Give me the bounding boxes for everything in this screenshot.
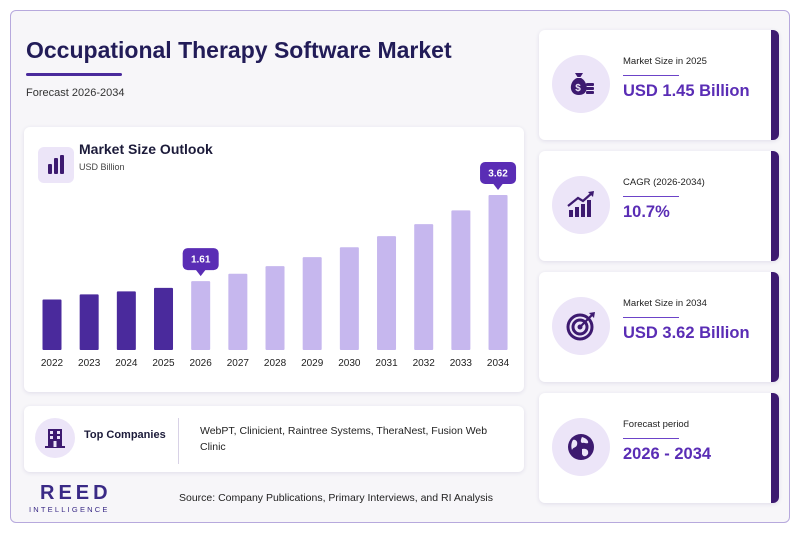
stat-rule: [623, 438, 679, 439]
stat-label: Market Size in 2034: [623, 298, 707, 309]
bar-2033: [451, 210, 471, 350]
stat-label: Forecast period: [623, 419, 690, 430]
bar-2030: [339, 247, 359, 350]
page-title: Occupational Therapy Software Market: [26, 37, 452, 63]
bar-2022: [42, 299, 62, 350]
stat-card-forecast-period: Forecast period 2026 - 2034: [539, 393, 779, 503]
x-tick-label: 2024: [115, 358, 138, 369]
brand-logo-name: REED: [40, 482, 112, 504]
bar-2027: [228, 273, 248, 350]
bar-chart: 2022 2023 2024 2025 2026 1.61 2027 2028 2029 2030…: [41, 162, 517, 369]
brand-logo-tagline: INTELLIGENCE: [29, 505, 110, 514]
stat-rule: [623, 196, 679, 197]
bar-chart-icon: [38, 147, 74, 183]
x-tick-label: 2022: [41, 358, 64, 369]
x-tick-label: 2032: [413, 358, 436, 369]
title-underline: [26, 73, 122, 76]
stat-value: USD 3.62 Billion: [623, 324, 750, 342]
money-bag-icon: $: [552, 55, 610, 113]
x-tick-label: 2028: [264, 358, 287, 369]
stat-label: Market Size in 2025: [623, 56, 707, 67]
page-subtitle: Forecast 2026-2034: [26, 87, 125, 99]
bar-2031: [377, 236, 397, 350]
card-edge: [771, 272, 779, 382]
stat-value: 2026 - 2034: [623, 445, 712, 463]
x-tick-label: 2026: [190, 358, 213, 369]
bar-2032: [414, 224, 434, 350]
x-tick-label: 2029: [301, 358, 324, 369]
bar-2028: [265, 266, 285, 350]
stat-value: 10.7%: [623, 203, 670, 221]
card-edge: [771, 30, 779, 140]
stat-card-market-size-2025: $ Market Size in 2025 USD 1.45 Billion: [539, 30, 779, 140]
stat-card-cagr: CAGR (2026-2034) 10.7%: [539, 151, 779, 261]
stat-label: CAGR (2026-2034): [623, 177, 705, 188]
card-edge: [771, 393, 779, 503]
top-companies-label: Top Companies: [84, 429, 166, 441]
x-tick-label: 2027: [227, 358, 250, 369]
x-tick-label: 2030: [338, 358, 361, 369]
growth-chart-icon: [552, 176, 610, 234]
stat-rule: [623, 75, 679, 76]
top-companies-list: WebPT, Clinicient, Raintree Systems, The…: [200, 425, 488, 453]
bar-2024: [116, 291, 136, 350]
svg-text:$: $: [575, 83, 581, 94]
bar-2026: [191, 281, 211, 350]
stat-rule: [623, 317, 679, 318]
x-tick-label: 2034: [487, 358, 510, 369]
top-companies-card: [24, 406, 524, 472]
data-label-2034: 3.62: [480, 162, 517, 190]
divider: [178, 418, 179, 464]
stat-card-market-size-2034: Market Size in 2034 USD 3.62 Billion: [539, 272, 779, 382]
chart-unit: USD Billion: [79, 162, 125, 172]
bar-2029: [302, 257, 322, 350]
svg-text:3.62: 3.62: [488, 169, 508, 180]
card-edge: [771, 151, 779, 261]
bar-2025: [154, 287, 174, 350]
x-tick-label: 2023: [78, 358, 101, 369]
chart-title: Market Size Outlook: [79, 141, 213, 157]
bar-2034: [488, 195, 508, 350]
bar-2023: [79, 294, 99, 350]
data-label-2026: 1.61: [182, 248, 219, 277]
x-tick-label: 2031: [375, 358, 398, 369]
source-note: Source: Company Publications, Primary In…: [179, 492, 493, 504]
stat-value: USD 1.45 Billion: [623, 82, 750, 100]
x-tick-label: 2033: [450, 358, 473, 369]
target-icon: [552, 297, 610, 355]
svg-text:1.61: 1.61: [191, 255, 211, 266]
globe-icon: [552, 418, 610, 476]
x-tick-label: 2025: [152, 358, 175, 369]
building-icon: [35, 418, 75, 458]
